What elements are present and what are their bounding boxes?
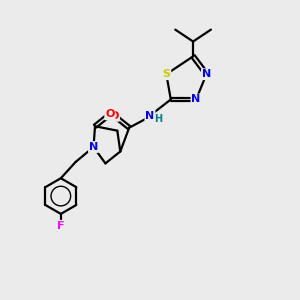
Text: N: N xyxy=(191,94,201,104)
Text: N: N xyxy=(89,142,98,152)
Text: O: O xyxy=(105,109,115,119)
Text: S: S xyxy=(162,69,170,79)
Text: N: N xyxy=(146,111,154,121)
Text: F: F xyxy=(57,221,64,231)
Text: H: H xyxy=(154,114,162,124)
Text: N: N xyxy=(202,69,211,79)
Text: O: O xyxy=(110,111,119,121)
